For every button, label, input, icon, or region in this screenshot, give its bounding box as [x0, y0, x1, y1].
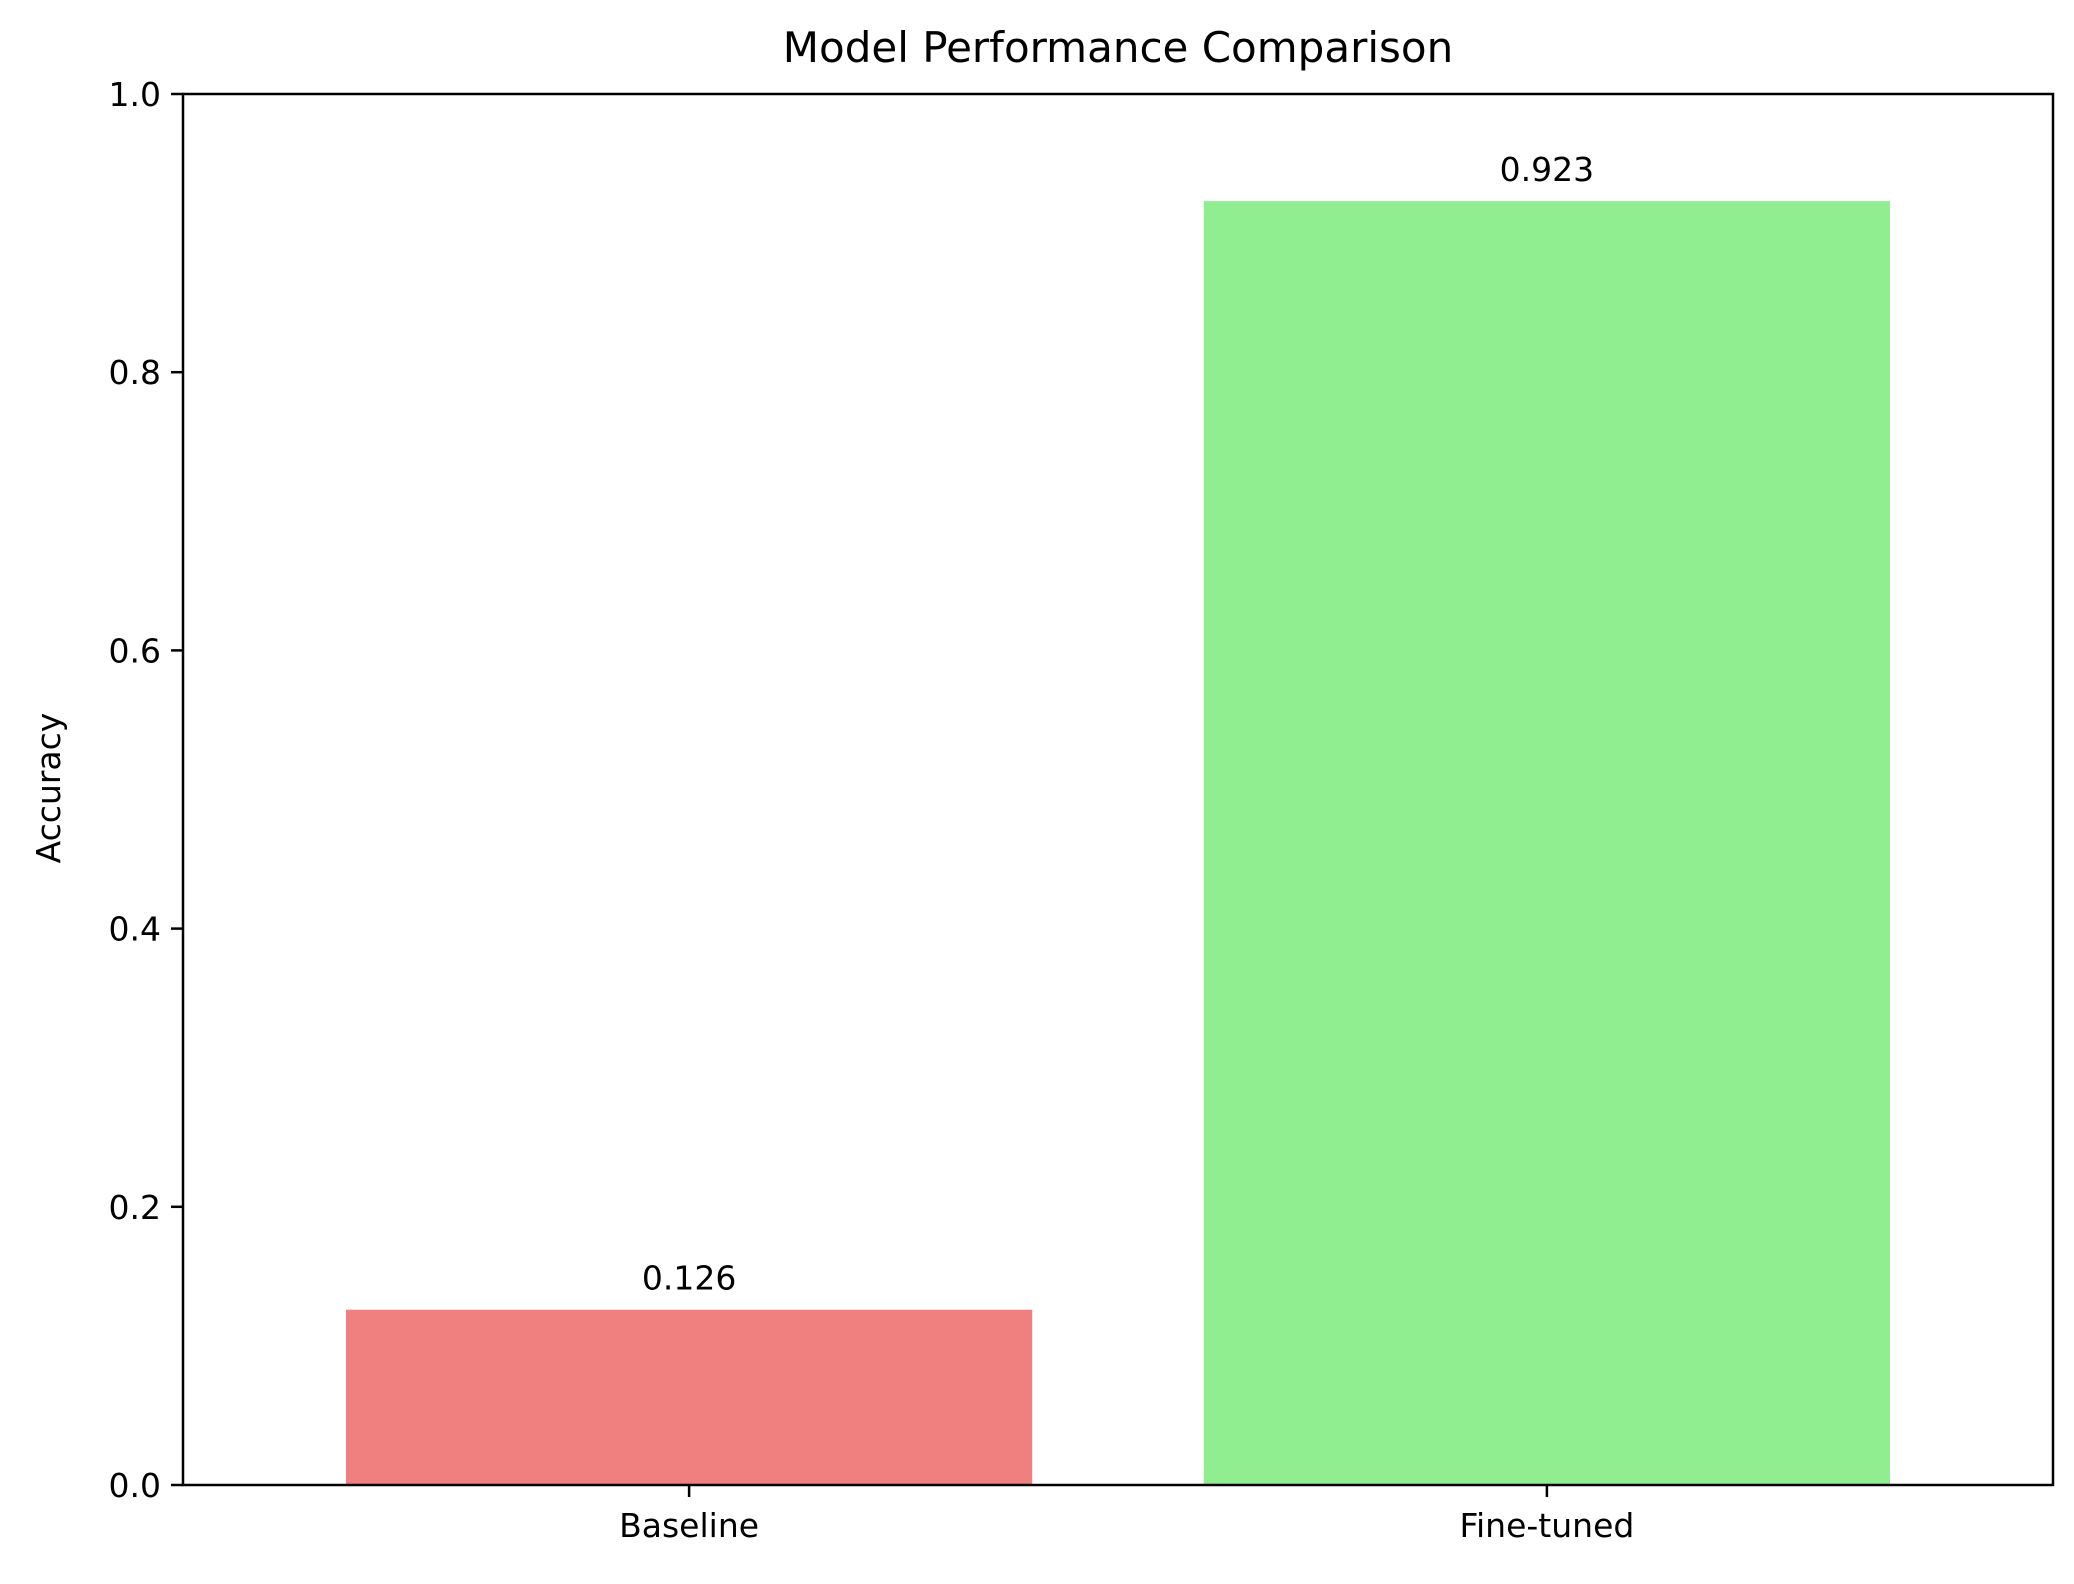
y-axis-label: Accuracy [29, 713, 68, 864]
chart-title: Model Performance Comparison [783, 23, 1453, 72]
bar-value-labels: 0.126 0.923 [642, 150, 1594, 1298]
bar-baseline [345, 1309, 1033, 1485]
bar-value-label: 0.923 [1500, 150, 1594, 189]
x-tick-label: Fine-tuned [1459, 1506, 1634, 1545]
bars-group [345, 201, 1891, 1486]
y-tick-label: 0.0 [109, 1466, 161, 1505]
y-tick-label: 0.6 [109, 631, 161, 670]
y-axis-ticks: 0.0 0.2 0.4 0.6 0.8 1.0 [109, 75, 183, 1505]
x-tick-label: Baseline [619, 1506, 759, 1545]
plot-frame [181, 92, 2055, 1487]
bar-value-label: 0.126 [642, 1259, 736, 1298]
x-axis-ticks: Baseline Fine-tuned [619, 1485, 1634, 1545]
y-tick-label: 0.4 [109, 910, 161, 949]
y-tick-label: 0.2 [109, 1188, 161, 1227]
y-tick-label: 0.8 [109, 353, 161, 392]
bar-fine-tuned [1203, 201, 1891, 1486]
y-tick-label: 1.0 [109, 75, 161, 114]
